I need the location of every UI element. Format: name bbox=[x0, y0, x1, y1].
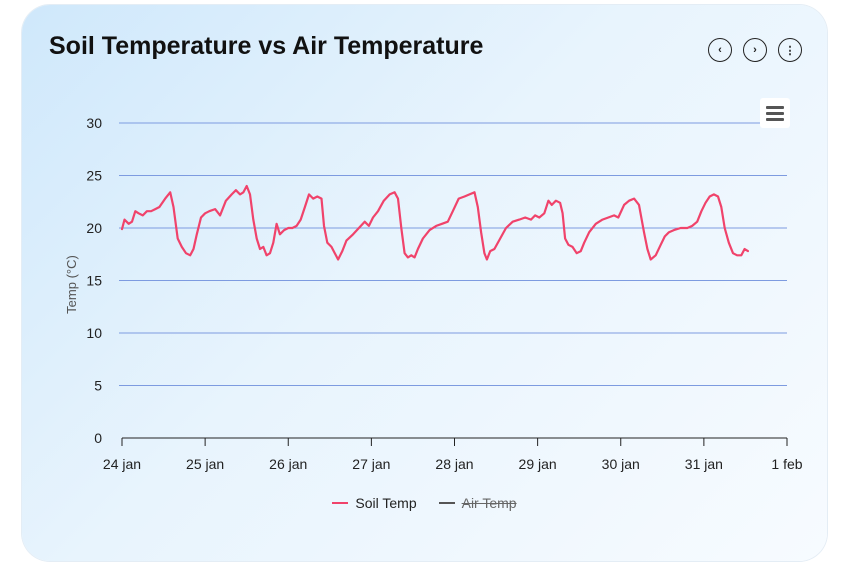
hamburger-icon-bar bbox=[766, 117, 784, 121]
legend-item[interactable]: Soil Temp bbox=[332, 495, 417, 511]
y-tick-label: 20 bbox=[86, 220, 102, 236]
chevron-right-icon: › bbox=[753, 44, 757, 56]
x-tick-label: 30 jan bbox=[602, 456, 640, 472]
y-axis-ticks: 0 5 10 15 20 25 30 bbox=[86, 115, 102, 446]
chart-card: Soil Temperature vs Air Temperature ‹ › … bbox=[22, 5, 827, 561]
series-group bbox=[120, 184, 749, 261]
x-tick-label: 31 jan bbox=[685, 456, 723, 472]
x-tick-label: 24 jan bbox=[103, 456, 141, 472]
x-axis: 24 jan 25 jan 26 jan 27 jan 28 jan 29 jan 30 j… bbox=[103, 437, 803, 472]
hamburger-icon-bar bbox=[766, 111, 784, 115]
x-tick-label: 25 jan bbox=[186, 456, 224, 472]
legend-label: Soil Temp bbox=[355, 495, 417, 511]
legend-swatch bbox=[332, 502, 349, 504]
more-vertical-icon: ⋮ bbox=[784, 44, 796, 57]
x-tick-label: 28 jan bbox=[435, 456, 473, 472]
next-button[interactable]: › bbox=[743, 38, 767, 62]
x-tick-label: 29 jan bbox=[519, 456, 557, 472]
chart-legend: Soil Temp Air Temp bbox=[22, 495, 827, 511]
legend-label: Air Temp bbox=[461, 495, 517, 511]
y-axis-label: Temp (°C) bbox=[64, 255, 79, 314]
x-tick-label: 1 feb bbox=[771, 456, 802, 472]
more-options-button[interactable]: ⋮ bbox=[778, 38, 802, 62]
chevron-left-icon: ‹ bbox=[718, 44, 722, 56]
y-tick-label: 25 bbox=[86, 168, 102, 184]
chart-title: Soil Temperature vs Air Temperature bbox=[49, 32, 484, 60]
y-tick-label: 10 bbox=[86, 325, 102, 341]
y-gridlines bbox=[119, 122, 787, 386]
prev-button[interactable]: ‹ bbox=[708, 38, 732, 62]
hamburger-icon-bar bbox=[766, 105, 784, 109]
y-tick-label: 0 bbox=[94, 430, 102, 446]
legend-swatch bbox=[438, 502, 455, 504]
chart-menu-button[interactable] bbox=[760, 98, 790, 128]
x-tick-label: 27 jan bbox=[352, 456, 390, 472]
series-line-soil-temp bbox=[120, 184, 749, 261]
line-chart: 0 5 10 15 20 25 30 24 jan 25 jan 26 jan 27 jan 28 … bbox=[64, 115, 803, 472]
x-tick-label: 26 jan bbox=[269, 456, 307, 472]
y-tick-label: 5 bbox=[94, 378, 102, 394]
y-tick-label: 15 bbox=[86, 273, 102, 289]
legend-item[interactable]: Air Temp bbox=[438, 495, 517, 511]
y-tick-label: 30 bbox=[86, 115, 102, 131]
